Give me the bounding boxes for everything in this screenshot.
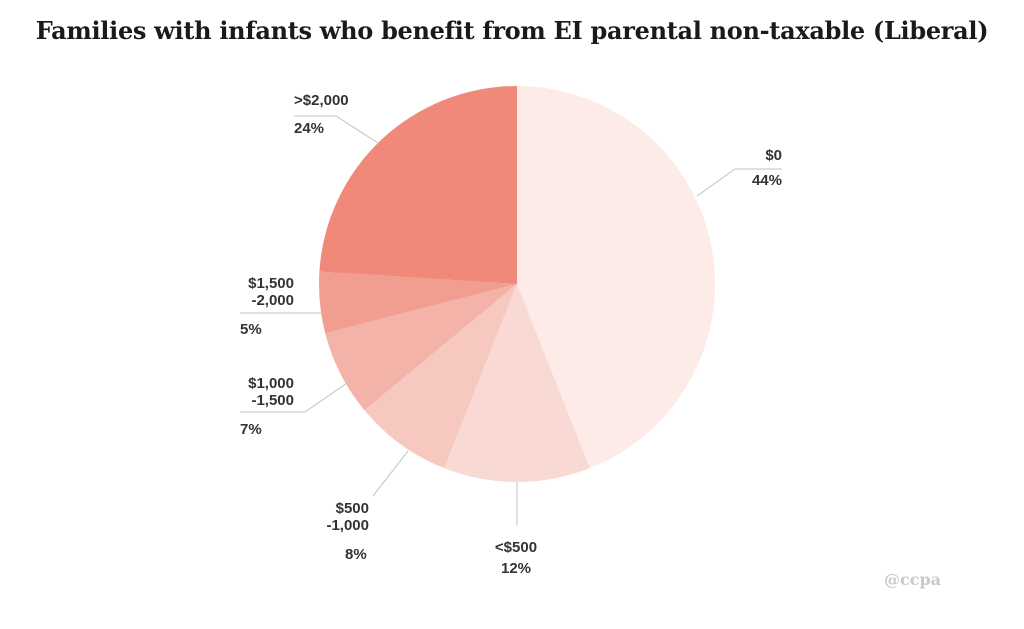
- pie-slice-5: [319, 86, 517, 284]
- leader-line-3: [240, 380, 351, 413]
- slice-label-4-line-1: -2,000: [251, 292, 294, 309]
- slice-label-4-line-0: $1,500: [248, 275, 294, 292]
- ccpa-watermark: @ccpa: [884, 570, 942, 589]
- slice-label-3-line-1: -1,500: [251, 392, 294, 409]
- slice-value-0: 44%: [752, 172, 782, 189]
- slice-label-5-line-0: >$2,000: [294, 92, 349, 109]
- pie-slice-4: [318, 271, 517, 334]
- leader-line-5: [294, 115, 379, 144]
- slice-label-2-line-1: -1,000: [326, 517, 369, 534]
- leader-line-2: [372, 450, 409, 497]
- pie-slice-3: [325, 284, 517, 411]
- slice-label-3-line-0: $1,000: [248, 375, 294, 392]
- slice-value-3: 7%: [240, 421, 262, 438]
- slice-value-2: 8%: [345, 546, 367, 563]
- pie-slice-1: [444, 284, 590, 483]
- slice-label-1-line-0: <$500: [495, 539, 537, 556]
- slice-value-4: 5%: [240, 321, 262, 338]
- leader-line-0: [696, 168, 782, 197]
- pie-slice-2: [364, 284, 517, 469]
- slice-label-0-line-0: $0: [765, 147, 782, 164]
- slice-value-1: 12%: [501, 560, 531, 577]
- pie-slice-0: [517, 85, 716, 469]
- chart-title: Families with infants who benefit from E…: [35, 16, 989, 45]
- slice-value-5: 24%: [294, 120, 324, 137]
- slice-label-2-line-0: $500: [336, 500, 369, 517]
